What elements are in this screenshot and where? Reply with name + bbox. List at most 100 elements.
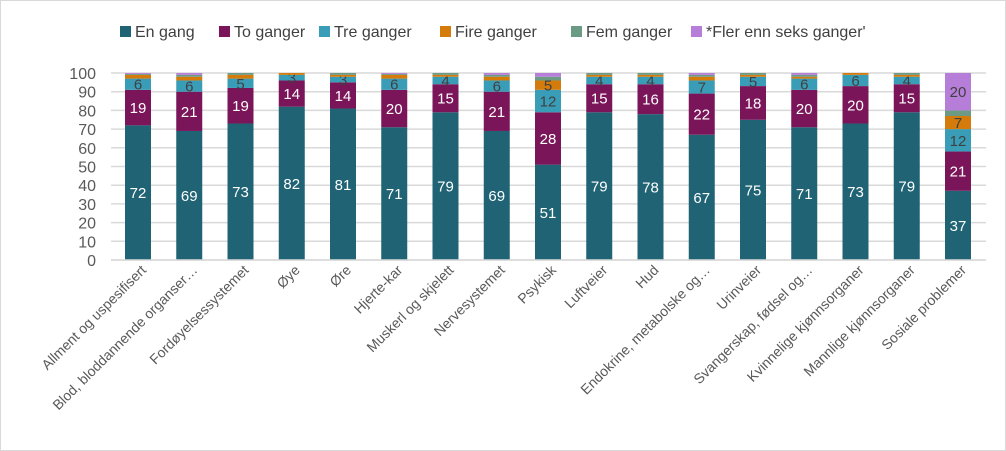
y-tick-label: 80 xyxy=(78,103,96,120)
bar-segment xyxy=(945,110,971,117)
bar-segment xyxy=(740,86,766,120)
data-label: 19 xyxy=(232,98,249,115)
y-tick-label: 90 xyxy=(78,85,96,102)
bar-segment xyxy=(176,130,203,260)
bar-segment xyxy=(586,84,613,113)
bar-segment xyxy=(330,76,356,83)
bar-segment xyxy=(893,112,920,261)
bar-segment xyxy=(893,76,920,85)
bar-segment xyxy=(893,84,920,113)
bar-segment xyxy=(381,74,408,79)
data-label: 37 xyxy=(950,218,967,235)
bar-segment xyxy=(483,76,510,81)
bar-segment xyxy=(791,73,818,75)
x-category-label: Hjerte-kar xyxy=(351,262,406,317)
x-category-label: Psykisk xyxy=(514,261,560,307)
data-label: 15 xyxy=(898,91,915,108)
bar-segment xyxy=(483,91,510,131)
bar-segment xyxy=(586,76,613,85)
bar-segment xyxy=(791,76,818,79)
bar-segment xyxy=(842,73,869,75)
bar-segment xyxy=(330,108,356,260)
data-label: 6 xyxy=(134,77,142,94)
x-category-label: Øre xyxy=(326,262,354,290)
data-label: 20 xyxy=(950,84,967,101)
y-tick-label: 100 xyxy=(69,66,96,83)
data-label: 18 xyxy=(745,95,762,112)
bar-segment xyxy=(893,73,920,75)
legend-label: En gang xyxy=(135,24,195,41)
data-label: 21 xyxy=(488,104,505,121)
y-tick-label: 20 xyxy=(78,216,96,233)
data-label: 4 xyxy=(646,73,654,90)
bar-segment xyxy=(432,112,459,261)
x-category-label: Luftveier xyxy=(561,262,611,312)
data-label: 14 xyxy=(335,88,352,105)
data-label: 71 xyxy=(796,186,813,203)
data-label: 5 xyxy=(749,74,757,91)
bar-segment xyxy=(586,74,613,77)
data-label: 7 xyxy=(954,115,962,132)
bar-segment xyxy=(535,112,561,165)
bar-segment xyxy=(125,89,151,126)
data-label: 71 xyxy=(386,186,403,203)
bar-segment xyxy=(176,76,203,81)
bar-segment xyxy=(945,73,971,111)
bar-segment xyxy=(945,190,971,260)
bar-segment xyxy=(740,74,766,77)
data-label: 15 xyxy=(591,91,608,108)
bar-segment xyxy=(535,80,561,90)
bar-segment xyxy=(432,73,459,75)
data-label: 4 xyxy=(441,73,449,90)
bar-segment xyxy=(688,76,715,81)
data-label: 81 xyxy=(335,177,352,194)
bar-segment xyxy=(688,74,715,77)
legend-swatch xyxy=(319,26,330,37)
bar-segment xyxy=(483,130,510,260)
bar-segment xyxy=(227,87,254,124)
legend-swatch xyxy=(219,26,230,37)
y-tick-label: 40 xyxy=(78,178,96,195)
bar-segment xyxy=(176,74,203,77)
data-label: 51 xyxy=(540,205,557,222)
bar-segment xyxy=(432,76,459,85)
bar-segment xyxy=(791,74,818,77)
bar-segment xyxy=(791,78,818,90)
x-category-label: Muskerl og skjelett xyxy=(363,262,456,355)
legend-label: To ganger xyxy=(234,24,306,41)
y-tick-label: 30 xyxy=(78,197,96,214)
bar-segment xyxy=(842,74,869,87)
data-label: 5 xyxy=(544,78,552,95)
bar-segment xyxy=(278,106,305,260)
bar-segment xyxy=(740,73,766,75)
data-label: 79 xyxy=(591,179,608,196)
bar-segment xyxy=(125,74,151,79)
bar-segment xyxy=(330,74,356,77)
data-label: 69 xyxy=(181,188,198,205)
data-label: 16 xyxy=(642,92,659,109)
bar-segment xyxy=(740,119,766,260)
data-label: 3 xyxy=(339,72,347,89)
bar-segment xyxy=(381,89,408,128)
data-label: 79 xyxy=(437,179,454,196)
bar-segment xyxy=(688,134,715,260)
bar-segment xyxy=(945,116,971,130)
data-label: 6 xyxy=(851,73,859,90)
bar-segment xyxy=(893,74,920,77)
bar-segment xyxy=(432,74,459,77)
y-tick-label: 50 xyxy=(78,160,96,177)
bar-segment xyxy=(176,91,203,131)
data-label: 12 xyxy=(540,94,557,111)
bar-segment xyxy=(176,73,203,75)
legend-swatch xyxy=(691,26,702,37)
bar-segment xyxy=(278,74,305,81)
x-category-label: Øye xyxy=(273,262,303,292)
legend-label: Fire ganger xyxy=(455,24,537,41)
x-category-label: Fordøyelsessystemet xyxy=(146,262,251,367)
data-label: 21 xyxy=(950,164,967,181)
data-label: 21 xyxy=(181,104,198,121)
legend-swatch xyxy=(120,26,131,37)
legend-label: Fem ganger xyxy=(586,24,673,41)
data-label: 3 xyxy=(288,70,296,87)
bar-segment xyxy=(637,74,664,77)
